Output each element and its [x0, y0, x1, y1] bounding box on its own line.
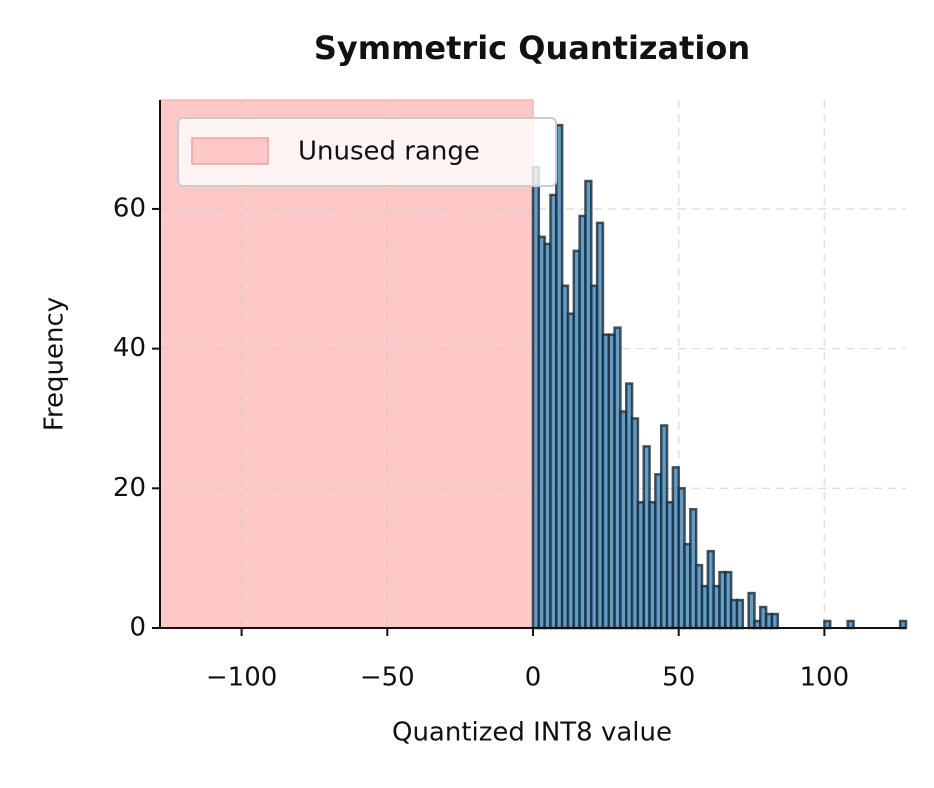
bar — [770, 612, 780, 630]
x-tick-label: −100 — [206, 663, 277, 693]
y-axis-label: Frequency — [40, 297, 70, 431]
x-tick-label: 0 — [525, 663, 542, 693]
chart-title: Symmetric Quantization — [314, 29, 750, 67]
x-tick-label: 100 — [800, 663, 850, 693]
bar — [846, 619, 855, 630]
x-tick-label: −50 — [360, 663, 415, 693]
bar — [898, 619, 908, 630]
x-tick-label: 50 — [662, 663, 695, 693]
legend-box — [177, 117, 557, 187]
y-tick-label: 0 — [129, 613, 146, 643]
legend-swatch — [191, 137, 269, 165]
unused-span — [159, 99, 534, 629]
y-tick-label: 60 — [113, 193, 146, 223]
bar — [735, 598, 745, 630]
y-tick-label: 20 — [113, 473, 146, 503]
bar — [823, 619, 832, 630]
x-axis-label: Quantized INT8 value — [392, 718, 672, 748]
y-tick-label: 40 — [113, 333, 146, 363]
legend-label: Unused range — [298, 137, 480, 167]
